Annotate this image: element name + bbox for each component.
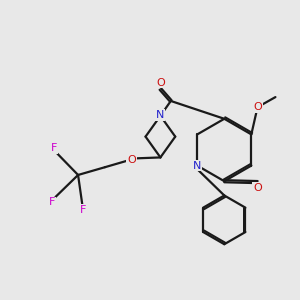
Text: O: O [253, 183, 262, 193]
Text: O: O [253, 102, 262, 112]
Text: N: N [193, 160, 202, 171]
Text: F: F [51, 143, 58, 153]
Text: F: F [80, 205, 86, 215]
Text: O: O [156, 77, 165, 88]
Text: O: O [127, 154, 136, 164]
Text: F: F [49, 197, 56, 207]
Text: N: N [156, 110, 165, 120]
